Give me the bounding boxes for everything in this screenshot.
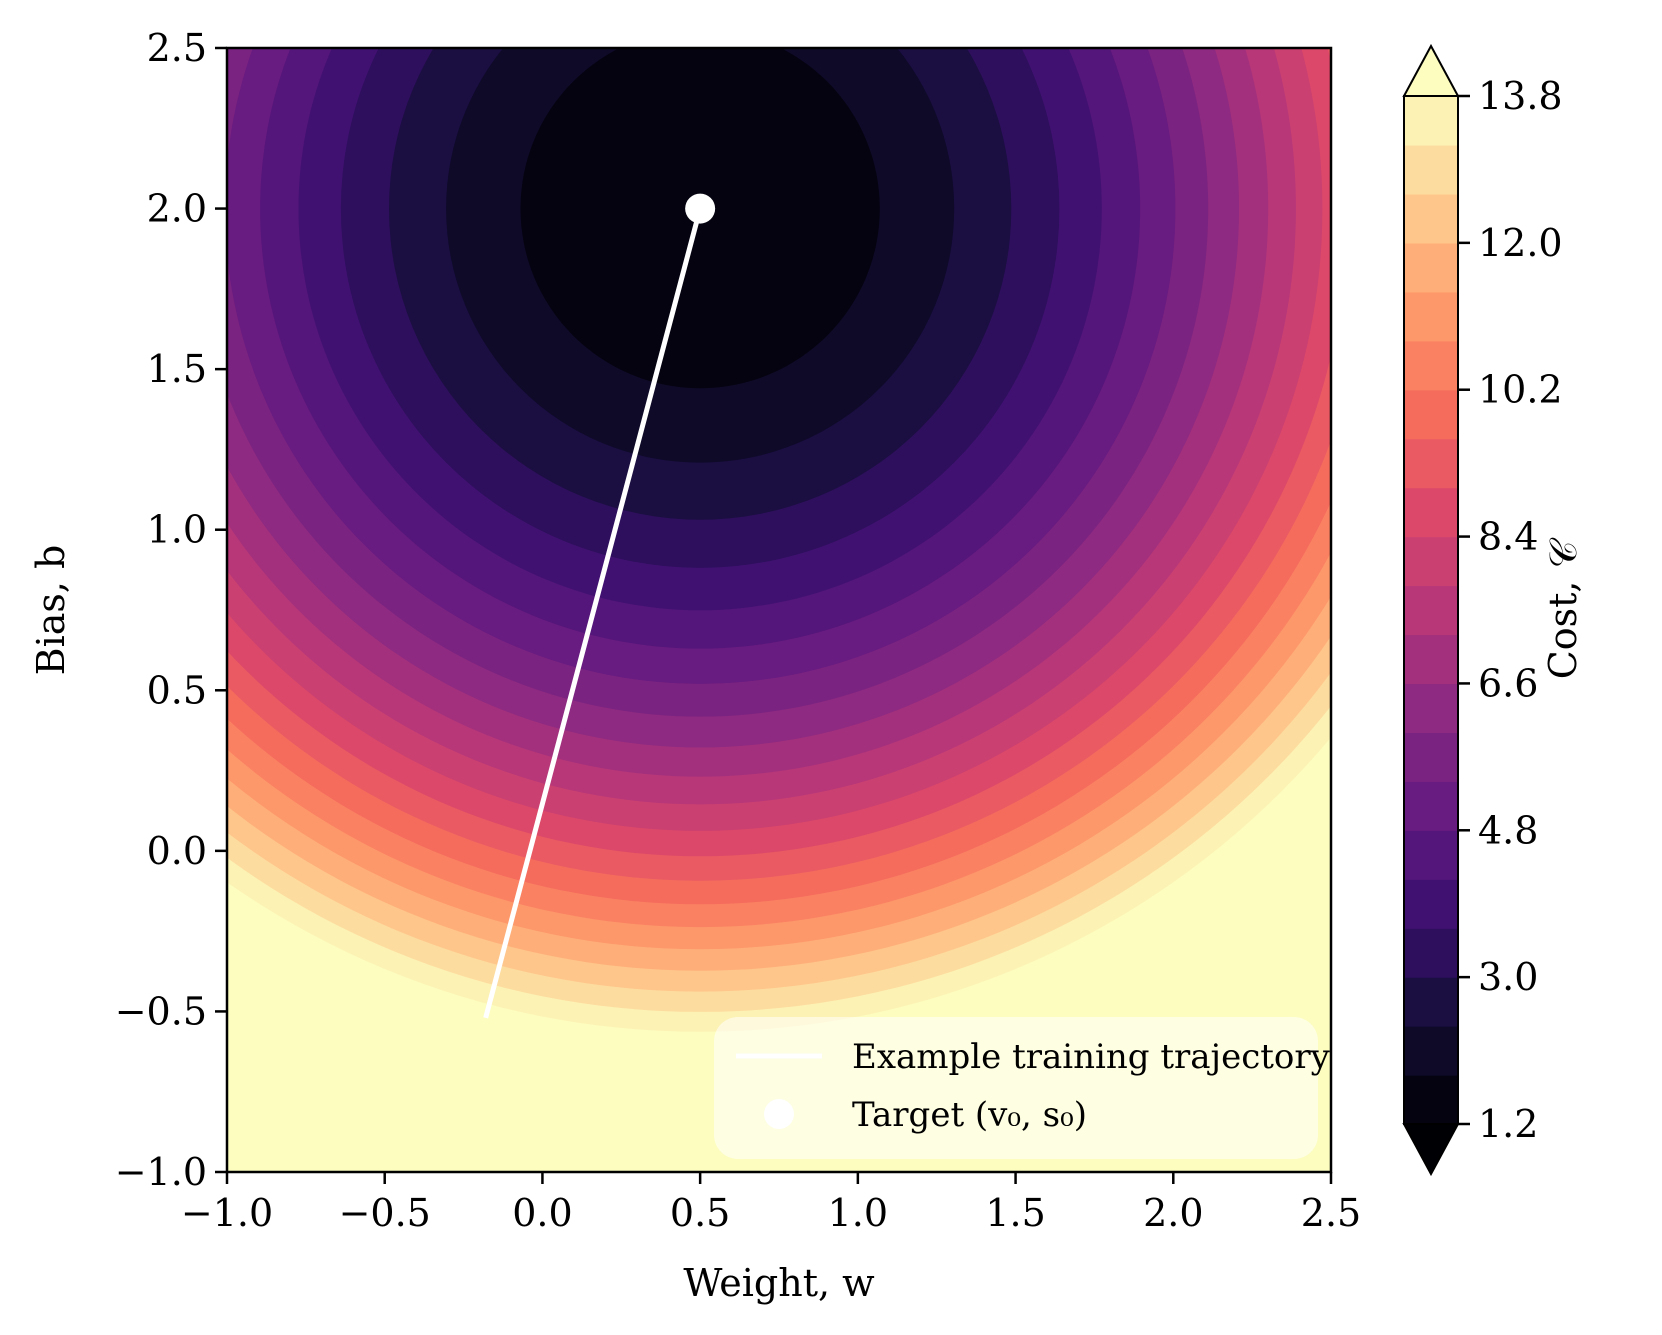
y-tick-label: 0.5 [147,668,207,712]
colorbar-bands [1404,96,1458,1124]
colorbar-band [1404,1075,1458,1124]
colorbar-band [1404,193,1458,244]
colorbar-tick-label: 8.4 [1478,515,1538,559]
legend-label-trajectory: Example training trajectory [852,1037,1331,1077]
colorbar-extend-bottom [1402,1123,1460,1177]
contour-bands [227,48,1331,1172]
x-tick-label: 1.5 [985,1191,1045,1235]
colorbar-tick-label: 13.8 [1478,74,1563,118]
colorbar-tick-label: 4.8 [1478,808,1538,852]
colorbar-tick-label: 1.2 [1478,1102,1538,1146]
y-tick-label: −1.0 [115,1150,207,1194]
colorbar-band [1404,879,1458,929]
colorbar-band [1404,340,1458,391]
colorbar-band [1404,781,1458,831]
colorbar-band [1404,928,1458,978]
colorbar-tick-label: 10.2 [1478,368,1563,412]
x-axis-ticks: −1.0 −0.5 0.0 0.5 1.0 1.5 2.0 2.5 [181,1172,1361,1235]
colorbar-band [1404,96,1458,146]
x-tick-label: 2.5 [1301,1191,1361,1235]
x-tick-label: −1.0 [181,1191,273,1235]
x-tick-label: −0.5 [339,1191,431,1235]
colorbar-band [1404,487,1458,538]
x-tick-label: 2.0 [1143,1191,1203,1235]
colorbar-band [1404,1026,1458,1076]
y-axis-ticks: −1.0 −0.5 0.0 0.5 1.0 1.5 2.0 2.5 [115,26,227,1194]
legend-label-target: Target (v₀, s₀) [852,1095,1087,1135]
colorbar-tick-label: 6.6 [1478,661,1538,705]
colorbar-ticks: 1.2 3.0 4.8 6.6 8.4 10.2 12.0 13.8 [1458,74,1563,1146]
colorbar-band [1404,144,1458,195]
colorbar-band [1404,389,1458,440]
y-tick-label: 2.0 [147,187,207,231]
y-tick-label: 2.5 [147,26,207,70]
colorbar-band [1404,585,1458,636]
colorbar-band [1404,977,1458,1027]
colorbar-band [1404,683,1458,733]
x-axis-label: Weight, w [683,1261,875,1305]
colorbar-band [1404,536,1458,587]
colorbar: 1.2 3.0 4.8 6.6 8.4 10.2 12.0 13.8 Cost, 𝒞 [1402,43,1585,1177]
y-tick-label: 1.0 [147,508,207,552]
colorbar-tick-label: 3.0 [1478,955,1538,999]
colorbar-tick-label: 12.0 [1478,221,1563,265]
colorbar-band [1404,634,1458,685]
trajectory-line [483,207,703,1019]
colorbar-band [1404,242,1458,293]
x-tick-label: 1.0 [828,1191,888,1235]
legend: Example training trajectory Target (v₀, … [714,1017,1331,1159]
legend-dot-swatch [764,1099,794,1129]
colorbar-band [1404,438,1458,489]
y-tick-label: −0.5 [115,989,207,1033]
colorbar-extend-top [1402,43,1460,97]
target-marker [685,193,716,224]
colorbar-label: Cost, 𝒞 [1541,537,1585,679]
colorbar-band [1404,732,1458,782]
x-tick-label: 0.0 [512,1191,572,1235]
plot-frame [225,46,1333,1174]
y-tick-label: 0.0 [147,829,207,873]
y-axis-label: Bias, b [29,545,73,676]
colorbar-frame [1403,95,1459,1125]
x-tick-label: 0.5 [670,1191,730,1235]
y-tick-label: 1.5 [147,347,207,391]
colorbar-band [1404,291,1458,342]
legend-box [714,1017,1318,1159]
colorbar-band [1404,830,1458,880]
